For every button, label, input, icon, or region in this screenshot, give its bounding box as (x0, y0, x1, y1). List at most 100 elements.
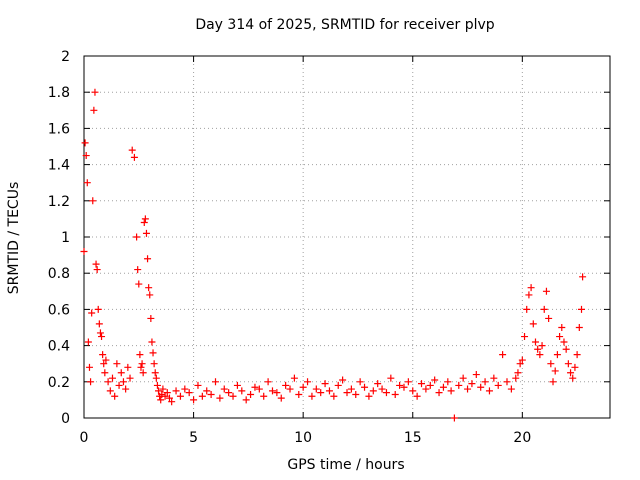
data-point (251, 383, 259, 391)
data-point (119, 378, 127, 386)
data-point (455, 381, 463, 389)
data-point (330, 392, 338, 400)
data-point (138, 360, 146, 368)
data-point (92, 260, 100, 268)
data-point (155, 387, 163, 395)
data-point (139, 369, 147, 377)
data-point (126, 374, 134, 382)
data-point (146, 291, 154, 299)
data-point (439, 383, 447, 391)
data-point (477, 383, 485, 391)
data-point (299, 383, 307, 391)
data-point (161, 392, 169, 400)
data-point (225, 389, 233, 397)
data-point (157, 396, 165, 404)
chart-title: Day 314 of 2025, SRMTID for receiver plv… (195, 17, 495, 33)
data-point (374, 380, 382, 388)
data-point (317, 389, 325, 397)
data-point (185, 389, 193, 397)
data-point (567, 369, 575, 377)
data-point (203, 387, 211, 395)
data-point (575, 324, 583, 331)
data-point (82, 152, 90, 160)
y-tick-label: 1.4 (48, 158, 70, 174)
data-point (106, 387, 114, 395)
data-point (369, 387, 377, 395)
data-point (153, 381, 161, 389)
data-point (277, 394, 285, 402)
data-point (529, 320, 537, 328)
data-point (84, 338, 92, 346)
x-tick-label: 15 (404, 430, 422, 446)
data-point (514, 369, 522, 377)
x-axis-label: GPS time / hours (287, 457, 405, 473)
data-point (365, 392, 373, 400)
data-point (459, 374, 467, 382)
data-point (93, 266, 101, 274)
data-point (142, 229, 150, 237)
data-point (108, 374, 116, 382)
y-tick-label: 1 (61, 230, 70, 246)
x-tick-label: 10 (294, 430, 312, 446)
data-point (207, 390, 215, 398)
data-point (282, 381, 290, 389)
data-point (387, 374, 395, 382)
data-point (464, 385, 472, 393)
plot-frame (83, 55, 611, 419)
data-point (547, 360, 555, 368)
data-point (542, 287, 550, 295)
data-point (579, 273, 587, 281)
data-point (564, 360, 572, 368)
data-point (85, 363, 93, 371)
data-point (128, 146, 136, 154)
data-point (247, 390, 255, 398)
data-point (212, 378, 219, 386)
data-point (558, 324, 566, 331)
y-tick-label: 1.2 (48, 194, 70, 210)
data-point (523, 305, 531, 313)
data-point (194, 381, 202, 389)
data-point (418, 380, 426, 388)
y-tick-label: 0.2 (48, 375, 70, 391)
data-point (527, 284, 535, 292)
data-point (571, 363, 579, 371)
data-point (137, 363, 145, 371)
data-point (134, 266, 142, 274)
data-point (181, 385, 189, 393)
data-point (150, 360, 158, 368)
data-point (198, 392, 206, 400)
data-point (553, 351, 561, 359)
data-point (87, 378, 95, 386)
data-point (304, 378, 312, 386)
data-point (507, 385, 515, 393)
data-point (238, 387, 246, 395)
data-point (573, 351, 581, 359)
data-point (100, 360, 108, 368)
data-point (91, 88, 99, 96)
data-point (525, 291, 533, 299)
data-point (494, 381, 502, 389)
data-point (99, 351, 107, 359)
data-point (409, 387, 417, 395)
data-point (444, 378, 452, 386)
data-point (481, 378, 489, 386)
data-point (88, 309, 96, 317)
data-point (140, 219, 148, 227)
data-point (89, 197, 97, 205)
data-point (578, 305, 586, 313)
data-point (104, 378, 112, 386)
data-point (165, 394, 173, 402)
data-point (190, 396, 198, 404)
data-point (111, 392, 119, 400)
data-point (562, 345, 570, 353)
data-point (101, 369, 109, 377)
data-point (117, 369, 125, 377)
data-point (339, 376, 347, 384)
data-point (233, 381, 241, 389)
data-point (512, 374, 520, 382)
data-point (122, 385, 130, 393)
data-point (391, 390, 399, 398)
data-point (545, 314, 553, 322)
data-point (90, 106, 98, 114)
data-point (176, 392, 184, 400)
